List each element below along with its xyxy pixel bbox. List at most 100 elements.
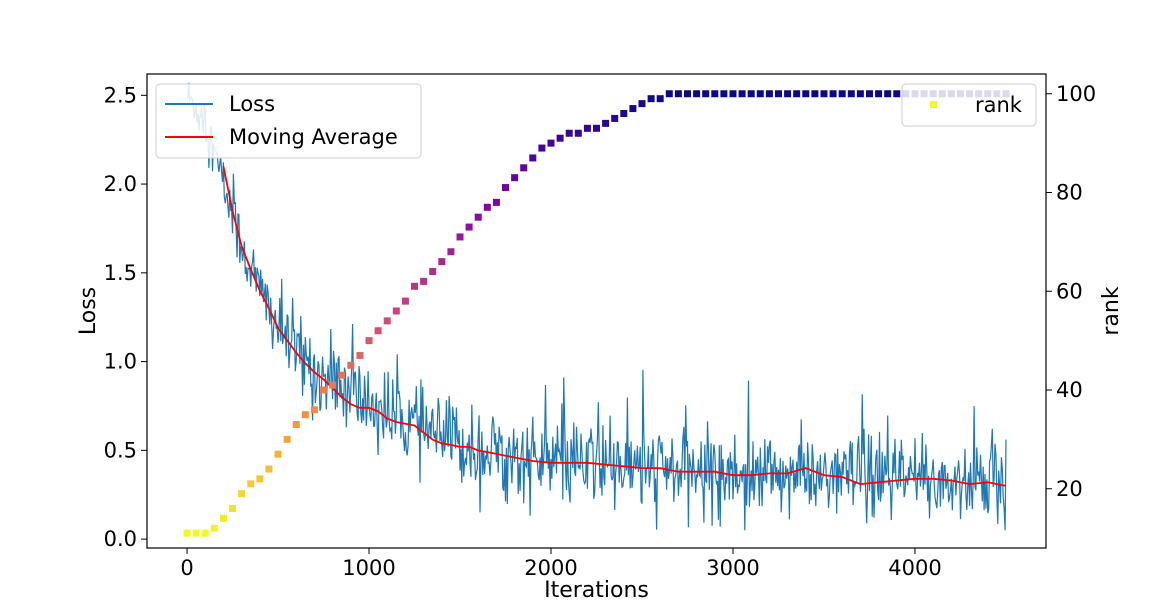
- rank-point: [392, 307, 400, 315]
- rank-point: [365, 337, 373, 345]
- rank-point: [374, 327, 382, 335]
- y-tick-label: 2.0: [104, 172, 137, 196]
- rank-point: [547, 139, 555, 147]
- rank-point: [201, 529, 209, 537]
- rank-point: [829, 90, 837, 98]
- rank-point: [447, 248, 455, 256]
- rank-point: [511, 174, 519, 182]
- legend-left-box: [155, 83, 422, 159]
- rank-point: [310, 406, 318, 414]
- y2-tick-label: 40: [1056, 378, 1083, 402]
- y-tick-label: 0.5: [104, 438, 137, 462]
- rank-point: [219, 514, 227, 522]
- rank-point: [838, 90, 846, 98]
- rank-point: [283, 435, 291, 443]
- rank-point: [729, 90, 737, 98]
- rank-point: [229, 505, 237, 512]
- moving-average-line: [222, 166, 1007, 487]
- rank-point: [893, 90, 901, 98]
- rank-point: [856, 90, 864, 98]
- rank-point: [656, 95, 664, 103]
- rank-point: [411, 282, 419, 290]
- rank-point: [611, 114, 619, 122]
- rank-point: [529, 154, 537, 162]
- legend-right-box: [901, 83, 1037, 127]
- rank-point: [765, 90, 773, 98]
- rank-point: [620, 110, 628, 117]
- rank-point: [774, 90, 782, 98]
- rank-point: [884, 90, 892, 98]
- rank-point: [429, 268, 437, 275]
- rank-point: [793, 90, 801, 98]
- rank-point: [574, 129, 582, 137]
- rank-point: [492, 198, 500, 206]
- rank-point: [847, 90, 855, 98]
- x-tick-label: 4000: [888, 556, 941, 580]
- rank-point: [320, 386, 328, 394]
- rank-point: [865, 90, 873, 98]
- rank-point: [593, 124, 600, 132]
- legend-left: Loss Moving Average: [155, 83, 422, 159]
- rank-point: [720, 90, 728, 98]
- rank-point: [274, 450, 282, 458]
- rank-point: [756, 90, 764, 98]
- rank-point: [665, 90, 673, 98]
- x-tick-label: 1000: [342, 556, 395, 580]
- y2-tick-label: 80: [1056, 181, 1083, 205]
- rank-point: [674, 90, 682, 98]
- rank-point: [183, 529, 191, 537]
- rank-point: [602, 119, 610, 127]
- rank-point: [693, 90, 701, 98]
- y-tick-label: 1.0: [104, 350, 137, 374]
- rank-point: [784, 90, 792, 98]
- rank-point: [301, 411, 309, 419]
- rank-point: [401, 297, 409, 305]
- y2-axis-title: rank: [1099, 286, 1124, 335]
- rank-point: [502, 184, 510, 192]
- rank-point: [702, 90, 710, 98]
- rank-point: [711, 90, 719, 98]
- rank-point: [647, 95, 655, 103]
- y2-tick-label: 60: [1056, 279, 1083, 303]
- rank-point: [747, 90, 755, 98]
- y-tick-label: 0.0: [104, 527, 137, 551]
- plot-area: [183, 82, 1010, 537]
- rank-point: [820, 90, 828, 98]
- legend-label-rank: rank: [975, 93, 1023, 117]
- rank-point: [238, 490, 246, 498]
- rank-point: [256, 475, 264, 483]
- rank-point: [520, 164, 528, 172]
- rank-point: [338, 371, 346, 379]
- rank-point: [247, 480, 255, 488]
- rank-point: [329, 381, 337, 389]
- rank-point: [192, 529, 200, 537]
- rank-point: [265, 465, 273, 473]
- rank-point: [292, 421, 300, 429]
- rank-point: [420, 277, 428, 285]
- rank-point: [356, 351, 364, 359]
- legend-label-loss: Loss: [229, 92, 275, 116]
- rank-point: [383, 317, 391, 325]
- rank-point: [210, 524, 218, 532]
- rank-point: [538, 144, 546, 152]
- y-axis-title: Loss: [76, 287, 101, 335]
- x-tick-label: 3000: [706, 556, 759, 580]
- rank-point: [438, 258, 446, 266]
- rank-point: [456, 233, 464, 241]
- y2-tick-label: 20: [1056, 477, 1083, 501]
- y-tick-label: 2.5: [104, 83, 137, 107]
- axes-frame: [146, 73, 1047, 549]
- rank-point: [565, 129, 573, 137]
- x-tick-label: 2000: [524, 556, 577, 580]
- legend-right: rank: [901, 83, 1037, 127]
- loss-line: [186, 82, 1007, 531]
- rank-point: [556, 134, 564, 142]
- rank-point: [483, 203, 491, 211]
- rank-point: [683, 90, 691, 98]
- rank-point: [583, 124, 591, 132]
- x-tick-label: 0: [180, 556, 193, 580]
- rank-point: [474, 213, 482, 221]
- axis-ticks: 0 1000 2000 3000 4000 0.0 0.5 1.0 1.5 2.0 2.5 20 40 6…: [104, 82, 1097, 580]
- y2-tick-label: 100: [1056, 82, 1096, 106]
